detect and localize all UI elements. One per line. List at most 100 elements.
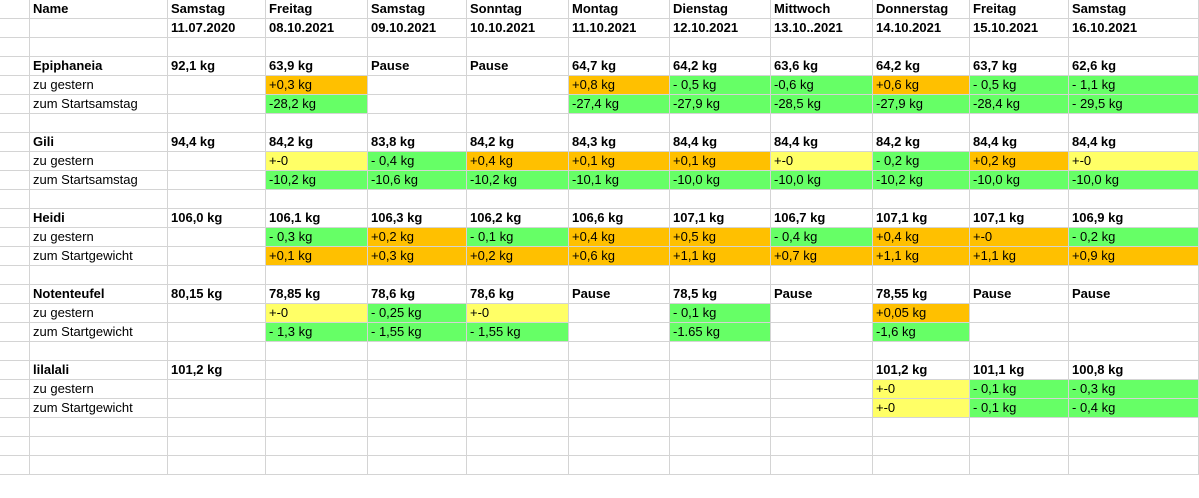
weight-cell[interactable]: 84,2 kg bbox=[266, 133, 368, 152]
person-name[interactable]: Heidi bbox=[30, 209, 168, 228]
weight-cell[interactable]: Pause bbox=[771, 285, 873, 304]
cell[interactable] bbox=[30, 19, 168, 38]
row-label[interactable]: zu gestern bbox=[30, 380, 168, 399]
cell[interactable] bbox=[0, 399, 30, 418]
weight-cell[interactable] bbox=[771, 361, 873, 380]
cell[interactable] bbox=[30, 38, 168, 57]
cell[interactable] bbox=[168, 38, 266, 57]
cell[interactable] bbox=[670, 418, 771, 437]
weight-cell[interactable]: 78,6 kg bbox=[368, 285, 467, 304]
weight-cell[interactable]: 84,4 kg bbox=[970, 133, 1069, 152]
cell[interactable] bbox=[569, 266, 670, 285]
cell[interactable] bbox=[168, 437, 266, 456]
cell[interactable] bbox=[771, 418, 873, 437]
cell[interactable] bbox=[0, 323, 30, 342]
cell[interactable] bbox=[873, 114, 970, 133]
delta-cell[interactable]: - 0,3 kg bbox=[266, 228, 368, 247]
cell[interactable] bbox=[0, 133, 30, 152]
header-weekday[interactable]: Montag bbox=[569, 0, 670, 19]
delta-cell[interactable] bbox=[467, 399, 569, 418]
cell[interactable] bbox=[168, 190, 266, 209]
weight-cell[interactable]: 63,9 kg bbox=[266, 57, 368, 76]
delta-cell[interactable]: +0,4 kg bbox=[569, 228, 670, 247]
header-date[interactable]: 16.10.2021 bbox=[1069, 19, 1199, 38]
cell[interactable] bbox=[970, 266, 1069, 285]
cell[interactable] bbox=[30, 266, 168, 285]
cell[interactable] bbox=[1069, 38, 1199, 57]
weight-cell[interactable] bbox=[467, 361, 569, 380]
delta-cell[interactable]: - 0,4 kg bbox=[771, 228, 873, 247]
cell[interactable] bbox=[670, 342, 771, 361]
delta-cell[interactable]: - 1,3 kg bbox=[266, 323, 368, 342]
cell[interactable] bbox=[266, 437, 368, 456]
row-label[interactable]: zum Startsamstag bbox=[30, 171, 168, 190]
person-name[interactable]: lilalali bbox=[30, 361, 168, 380]
header-date[interactable]: 14.10.2021 bbox=[873, 19, 970, 38]
cell[interactable] bbox=[873, 456, 970, 475]
cell[interactable] bbox=[30, 342, 168, 361]
cell[interactable] bbox=[1069, 418, 1199, 437]
delta-cell[interactable]: -28,2 kg bbox=[266, 95, 368, 114]
delta-cell[interactable] bbox=[970, 304, 1069, 323]
cell[interactable] bbox=[0, 114, 30, 133]
delta-cell[interactable]: -10,1 kg bbox=[569, 171, 670, 190]
cell[interactable] bbox=[0, 285, 30, 304]
delta-cell[interactable] bbox=[368, 399, 467, 418]
header-date[interactable]: 13.10..2021 bbox=[771, 19, 873, 38]
cell[interactable] bbox=[30, 190, 168, 209]
delta-cell[interactable]: -10,2 kg bbox=[467, 171, 569, 190]
weight-cell[interactable]: 78,85 kg bbox=[266, 285, 368, 304]
cell[interactable] bbox=[266, 266, 368, 285]
cell[interactable] bbox=[569, 456, 670, 475]
delta-cell[interactable] bbox=[569, 399, 670, 418]
delta-cell[interactable] bbox=[771, 399, 873, 418]
cell[interactable] bbox=[467, 456, 569, 475]
cell[interactable] bbox=[873, 342, 970, 361]
header-weekday[interactable]: Donnerstag bbox=[873, 0, 970, 19]
row-label[interactable]: zu gestern bbox=[30, 228, 168, 247]
delta-cell[interactable]: - 0,1 kg bbox=[467, 228, 569, 247]
weight-cell[interactable]: 92,1 kg bbox=[168, 57, 266, 76]
cell[interactable] bbox=[569, 190, 670, 209]
cell[interactable] bbox=[168, 266, 266, 285]
cell[interactable] bbox=[670, 38, 771, 57]
delta-cell[interactable]: +1,1 kg bbox=[970, 247, 1069, 266]
cell[interactable] bbox=[0, 342, 30, 361]
weight-cell[interactable] bbox=[569, 361, 670, 380]
delta-cell[interactable] bbox=[168, 399, 266, 418]
cell[interactable] bbox=[873, 437, 970, 456]
cell[interactable] bbox=[368, 437, 467, 456]
cell[interactable] bbox=[0, 76, 30, 95]
row-label[interactable]: zum Startsamstag bbox=[30, 95, 168, 114]
delta-cell[interactable]: -27,4 kg bbox=[569, 95, 670, 114]
weight-cell[interactable]: 78,55 kg bbox=[873, 285, 970, 304]
cell[interactable] bbox=[467, 437, 569, 456]
delta-cell[interactable]: +0,6 kg bbox=[569, 247, 670, 266]
cell[interactable] bbox=[0, 456, 30, 475]
delta-cell[interactable]: -27,9 kg bbox=[873, 95, 970, 114]
delta-cell[interactable]: - 1,1 kg bbox=[1069, 76, 1199, 95]
delta-cell[interactable]: -1.65 kg bbox=[670, 323, 771, 342]
header-weekday[interactable]: Mittwoch bbox=[771, 0, 873, 19]
weight-cell[interactable]: 62,6 kg bbox=[1069, 57, 1199, 76]
person-name[interactable]: Notenteufel bbox=[30, 285, 168, 304]
cell[interactable] bbox=[30, 456, 168, 475]
cell[interactable] bbox=[771, 114, 873, 133]
header-weekday[interactable]: Sonntag bbox=[467, 0, 569, 19]
delta-cell[interactable]: -10,6 kg bbox=[368, 171, 467, 190]
cell[interactable] bbox=[569, 38, 670, 57]
header-date[interactable]: 09.10.2021 bbox=[368, 19, 467, 38]
delta-cell[interactable] bbox=[168, 228, 266, 247]
delta-cell[interactable]: +-0 bbox=[970, 228, 1069, 247]
cell[interactable] bbox=[0, 361, 30, 380]
cell[interactable] bbox=[368, 266, 467, 285]
delta-cell[interactable] bbox=[168, 323, 266, 342]
weight-cell[interactable]: Pause bbox=[970, 285, 1069, 304]
delta-cell[interactable] bbox=[168, 304, 266, 323]
delta-cell[interactable]: - 0,2 kg bbox=[873, 152, 970, 171]
delta-cell[interactable] bbox=[670, 399, 771, 418]
weight-cell[interactable]: 106,6 kg bbox=[569, 209, 670, 228]
weight-cell[interactable]: 106,2 kg bbox=[467, 209, 569, 228]
delta-cell[interactable] bbox=[368, 380, 467, 399]
delta-cell[interactable]: +-0 bbox=[266, 152, 368, 171]
